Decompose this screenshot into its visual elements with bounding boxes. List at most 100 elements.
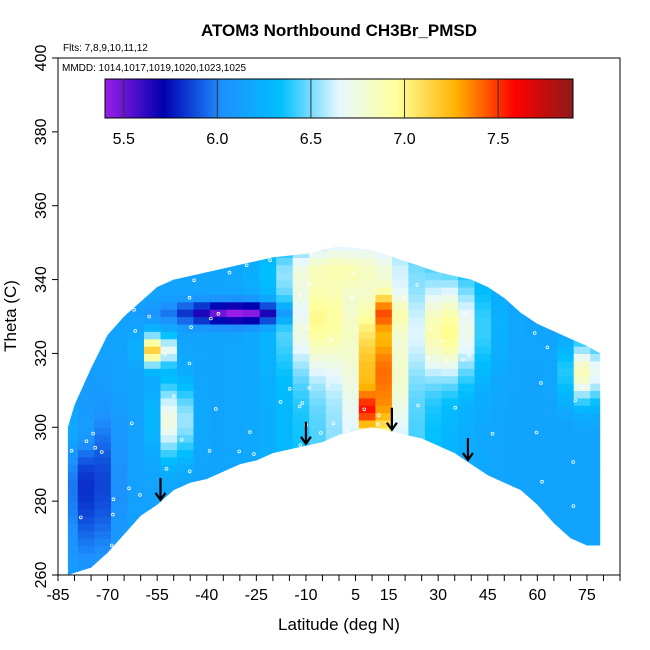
heatmap-cell — [358, 257, 376, 266]
heatmap-cell — [342, 412, 360, 421]
heatmap-cell — [408, 294, 426, 303]
heatmap-cell — [408, 353, 426, 362]
heatmap-cell — [375, 390, 393, 399]
heatmap-cell — [325, 530, 343, 539]
sample-point — [461, 357, 466, 362]
heatmap-cell — [441, 294, 459, 303]
heatmap-cell — [524, 530, 542, 539]
sample-point — [81, 370, 86, 375]
heatmap-cell — [309, 545, 327, 554]
heatmap-cell — [309, 442, 327, 451]
heatmap-cell — [127, 552, 145, 561]
heatmap-cell — [292, 508, 310, 517]
heatmap-cell — [292, 264, 310, 273]
heatmap-cell — [276, 486, 294, 495]
heatmap-cell — [458, 552, 476, 561]
heatmap-cell — [67, 346, 79, 354]
heatmap-cell — [309, 272, 327, 281]
heatmap-cell — [375, 360, 393, 369]
heatmap-cell — [77, 309, 95, 318]
heatmap-cell — [160, 456, 178, 465]
heatmap-cell — [474, 301, 492, 310]
heatmap-cell — [193, 287, 211, 295]
heatmap-cell — [243, 560, 261, 569]
heatmap-cell — [358, 390, 376, 399]
colorbar-tick-label: 5.5 — [113, 131, 135, 148]
heatmap-cell — [425, 508, 443, 517]
heatmap-cell — [342, 360, 360, 369]
heatmap-cell — [67, 545, 79, 554]
sample-point — [155, 553, 159, 558]
heatmap-cell — [259, 501, 277, 510]
heatmap-cell — [193, 250, 211, 258]
heatmap-cell — [226, 560, 244, 569]
sample-point — [172, 394, 176, 398]
heatmap-cell — [67, 287, 79, 295]
heatmap-cell — [325, 264, 343, 273]
heatmap-cell — [425, 360, 443, 369]
heatmap-cell — [210, 493, 228, 502]
heatmap-cell — [425, 279, 443, 288]
heatmap-cell — [94, 427, 112, 436]
heatmap-cell — [474, 338, 492, 347]
heatmap-cell — [507, 449, 525, 458]
sample-point — [214, 407, 218, 411]
sample-point — [297, 404, 302, 409]
heatmap-cell — [67, 301, 79, 310]
heatmap-cell — [425, 346, 443, 354]
heatmap-cell — [160, 508, 178, 517]
heatmap-cell — [491, 449, 509, 458]
heatmap-cell — [243, 294, 261, 303]
heatmap-cell — [590, 390, 601, 399]
heatmap-cell — [375, 545, 393, 554]
heatmap-cell — [391, 375, 409, 384]
heatmap-cell — [425, 331, 443, 340]
heatmap-cell — [292, 316, 310, 325]
heatmap-cell — [160, 515, 178, 524]
heatmap-cell — [226, 323, 244, 332]
heatmap-cell — [408, 560, 426, 569]
heatmap-cell — [160, 250, 178, 258]
heatmap-cell — [193, 309, 211, 318]
heatmap-cell — [491, 390, 509, 399]
heatmap-cell — [226, 552, 244, 561]
heatmap-cell — [259, 471, 277, 480]
heatmap-cell — [342, 250, 360, 258]
sample-point — [402, 296, 406, 300]
heatmap-cell — [226, 294, 244, 303]
heatmap-cell — [358, 272, 376, 281]
heatmap-cell — [573, 383, 591, 391]
heatmap-cell — [408, 434, 426, 443]
heatmap-cell — [127, 323, 145, 332]
heatmap-cell — [94, 390, 112, 399]
heatmap-cell — [375, 486, 393, 495]
heatmap-cell — [557, 530, 575, 539]
heatmap-cell — [94, 246, 112, 251]
heatmap-cell — [243, 346, 261, 354]
heatmap-cell — [607, 523, 624, 531]
heatmap-cell — [524, 419, 542, 428]
heatmap-cell — [441, 515, 459, 524]
heatmap-cell — [193, 545, 211, 554]
heatmap-cell — [524, 368, 542, 377]
heatmap-cell — [590, 279, 601, 288]
heatmap-cell — [524, 471, 542, 480]
heatmap-cell — [226, 501, 244, 510]
heatmap-cell — [276, 567, 294, 576]
heatmap-cell — [110, 279, 128, 288]
y-axis-label: Theta (C) — [1, 280, 20, 352]
heatmap-cell — [210, 405, 228, 414]
heatmap-cell — [309, 560, 327, 569]
heatmap-cell — [77, 545, 95, 554]
heatmap-cell — [358, 434, 376, 443]
sample-point — [187, 295, 192, 300]
sample-point — [580, 385, 585, 390]
heatmap-cell — [194, 235, 211, 243]
heatmap-cell — [110, 294, 128, 303]
heatmap-cell — [540, 294, 558, 303]
heatmap-cell — [590, 309, 601, 318]
heatmap-cell — [491, 523, 509, 532]
heatmap-cell — [557, 501, 575, 510]
heatmap-cell — [276, 515, 294, 524]
heatmap-cell — [309, 427, 327, 436]
